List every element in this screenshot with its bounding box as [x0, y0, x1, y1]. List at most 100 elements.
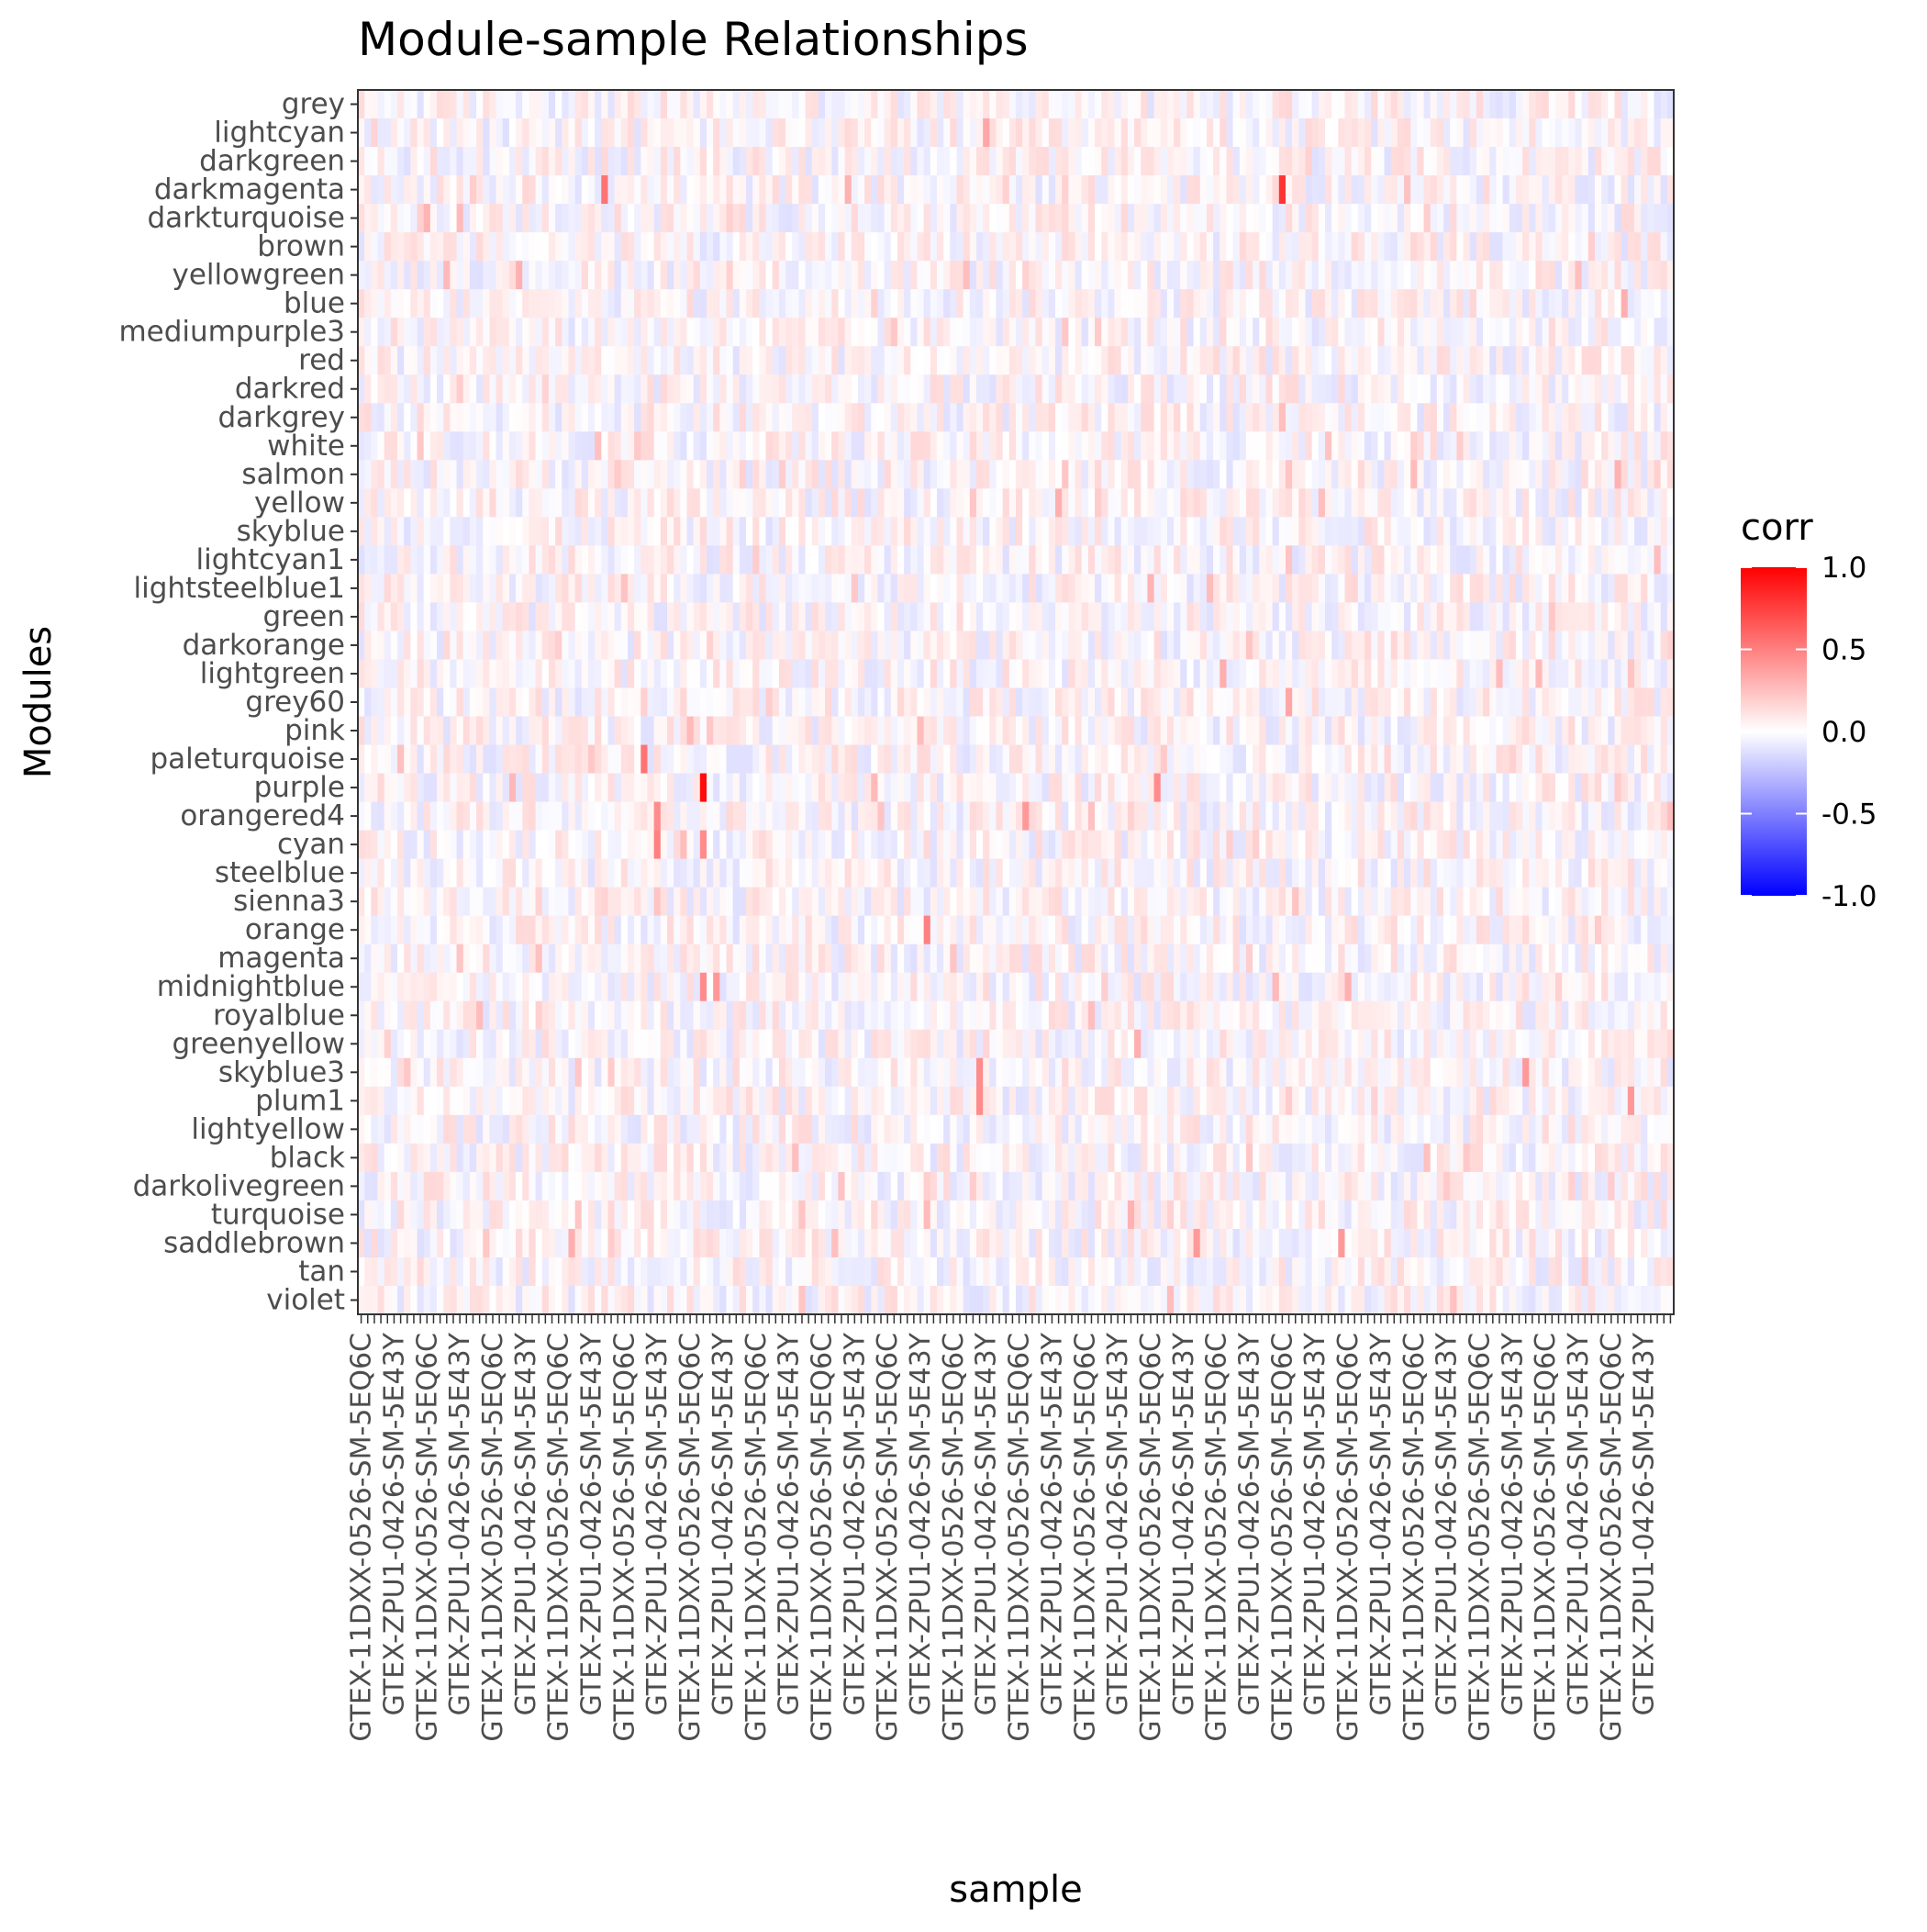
heatmap-cell [1390, 631, 1398, 661]
heatmap-cell [502, 545, 510, 575]
heatmap-cell [1239, 261, 1247, 290]
heatmap-cell [1351, 773, 1359, 803]
heatmap-cell [1259, 631, 1267, 661]
heatmap-cell [574, 574, 583, 604]
heatmap-cell [910, 232, 919, 262]
heatmap-cell [857, 147, 865, 176]
heatmap-cell [476, 374, 484, 404]
heatmap-cell [1633, 374, 1642, 404]
heatmap-cell [1633, 431, 1642, 461]
heatmap-cell [555, 488, 563, 518]
heatmap-cell [417, 289, 425, 318]
heatmap-cell [1265, 574, 1274, 604]
heatmap-cell [897, 289, 905, 318]
heatmap-cell [620, 716, 629, 746]
heatmap-cell [726, 687, 734, 718]
heatmap-cell [1226, 346, 1234, 375]
heatmap-cell [640, 147, 649, 176]
heatmap-cell [1581, 118, 1589, 148]
heatmap-cell [923, 545, 931, 575]
heatmap-cell [674, 659, 681, 689]
heatmap-cell [1489, 687, 1498, 718]
heatmap-cell [1008, 602, 1017, 632]
heatmap-cell [1581, 488, 1589, 518]
heatmap-cell [857, 716, 865, 746]
heatmap-cell [1120, 631, 1129, 661]
heatmap-cell [502, 488, 510, 518]
heatmap-cell [1364, 431, 1372, 461]
heatmap-cell [726, 659, 734, 689]
heatmap-cell [489, 631, 497, 661]
heatmap-cell [489, 289, 497, 318]
heatmap-cell [1390, 488, 1398, 518]
heatmap-cell [1285, 318, 1293, 347]
heatmap-cell [1404, 744, 1411, 775]
heatmap-cell [1627, 460, 1635, 489]
heatmap-cell [1554, 374, 1563, 404]
heatmap-cell [1193, 261, 1201, 290]
heatmap-cell [831, 346, 840, 375]
heatmap-cell [983, 460, 990, 489]
heatmap-cell [746, 574, 753, 604]
heatmap-cell [1509, 147, 1517, 176]
heatmap-cell [607, 460, 616, 489]
heatmap-cell [410, 574, 418, 604]
heatmap-cell [1430, 431, 1438, 461]
heatmap-cell [508, 289, 517, 318]
heatmap-cell [1311, 289, 1320, 318]
heatmap-cell [719, 147, 728, 176]
heatmap-cell [483, 90, 490, 119]
heatmap-cell [581, 175, 589, 205]
heatmap-cell [1035, 431, 1043, 461]
heatmap-cell [404, 545, 411, 575]
heatmap-cell [1220, 232, 1228, 262]
heatmap-cell [1390, 659, 1398, 689]
heatmap-cell [1022, 346, 1030, 375]
heatmap-cell [496, 631, 504, 661]
heatmap-cell [1529, 545, 1537, 575]
heatmap-cell [1443, 403, 1451, 432]
heatmap-cell [772, 517, 780, 546]
heatmap-cell [1654, 147, 1662, 176]
heatmap-cell [726, 545, 734, 575]
heatmap-cell [699, 687, 707, 718]
heatmap-cell [1496, 716, 1504, 746]
heatmap-cell [805, 346, 813, 375]
heatmap-cell [1114, 318, 1122, 347]
heatmap-cell [963, 602, 971, 632]
heatmap-cell [358, 517, 365, 546]
heatmap-cell [607, 631, 616, 661]
heatmap-cell [548, 659, 556, 689]
heatmap-cell [798, 289, 807, 318]
heatmap-cell [759, 118, 767, 148]
heatmap-cell [508, 659, 517, 689]
heatmap-cell [674, 403, 681, 432]
heatmap-cell [483, 744, 490, 775]
heatmap-cell [1318, 431, 1326, 461]
heatmap-cell [1357, 574, 1365, 604]
heatmap-cell [522, 90, 530, 119]
heatmap-cell [897, 602, 905, 632]
heatmap-cell [1344, 374, 1353, 404]
heatmap-cell [1278, 773, 1287, 803]
heatmap-cell [587, 574, 596, 604]
heatmap-cell [1160, 261, 1168, 290]
heatmap-cell [943, 744, 951, 775]
heatmap-cell [489, 204, 497, 233]
heatmap-cell [818, 318, 826, 347]
heatmap-cell [1509, 374, 1517, 404]
heatmap-cell [904, 232, 911, 262]
heatmap-cell [1292, 90, 1299, 119]
heatmap-cell [917, 460, 925, 489]
heatmap-cell [364, 374, 372, 404]
heatmap-cell [1554, 318, 1563, 347]
heatmap-cell [825, 403, 832, 432]
heatmap-cell [417, 346, 425, 375]
heatmap-cell [390, 147, 398, 176]
heatmap-cell [627, 659, 635, 689]
heatmap-cell [1278, 374, 1287, 404]
heatmap-cell [1259, 659, 1267, 689]
heatmap-cell [1608, 659, 1616, 689]
heatmap-cell [1344, 261, 1353, 290]
heatmap-cell [1417, 517, 1425, 546]
